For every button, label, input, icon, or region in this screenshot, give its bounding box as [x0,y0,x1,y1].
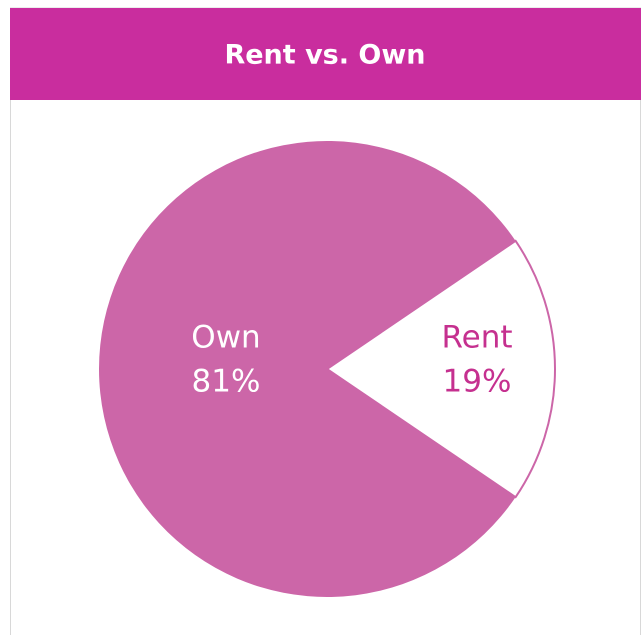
slice-label: Rent [441,320,512,356]
header [10,8,641,100]
chart-title: Rent vs. Own [224,40,425,71]
slice-label: Own [191,320,260,356]
slice-value-label: 19% [443,364,512,400]
pie-slice [98,140,516,597]
pie-slice [325,239,556,499]
slice-value-label: 81% [192,364,261,400]
